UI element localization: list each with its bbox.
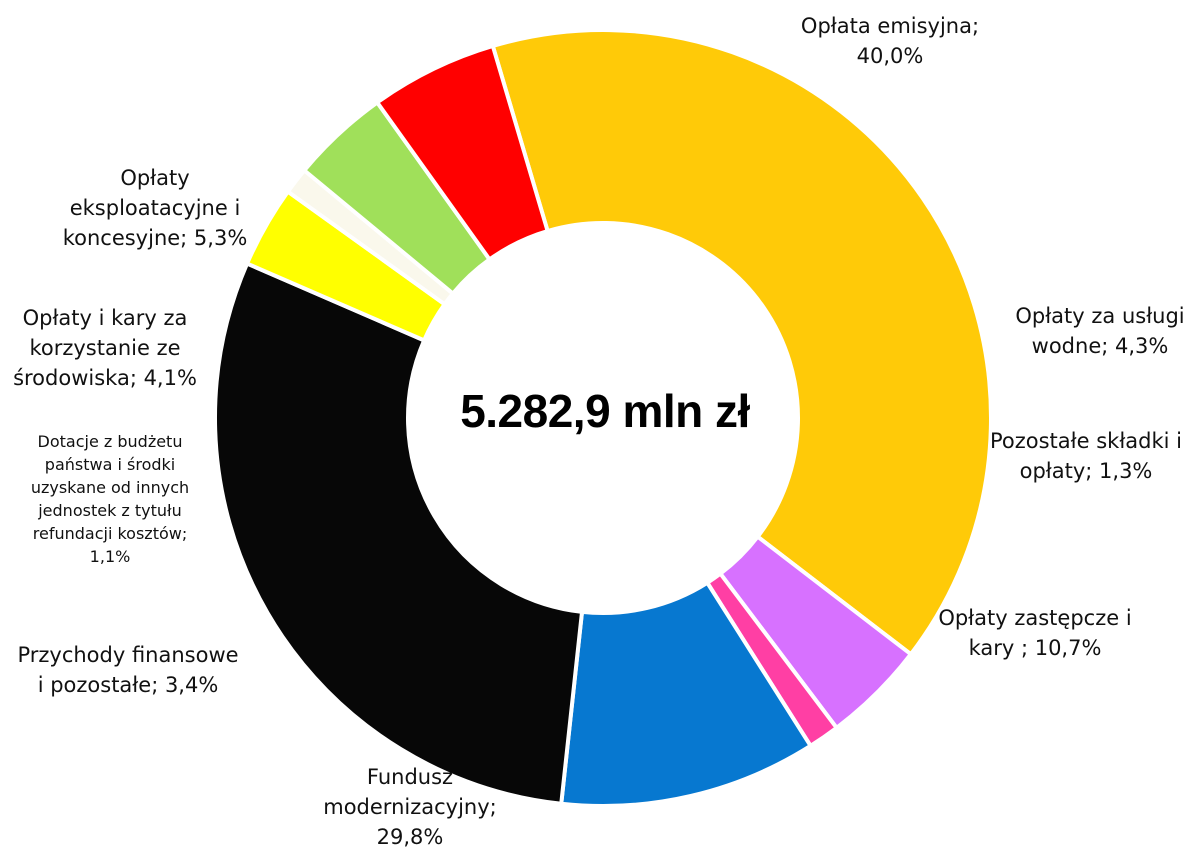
label-line: jednostek z tytułu <box>38 501 182 520</box>
label-fundusz-modernizacyjny: Fundusz modernizacyjny; 29,8% <box>310 762 510 852</box>
label-line: Opłata emisyjna; <box>800 14 980 38</box>
slice-fundusz-modernizacyjny <box>213 261 585 806</box>
label-line: 40,0% <box>856 44 924 68</box>
slice-oplaty-eksploatacyjne <box>375 43 550 262</box>
label-pozostale-skladki: Pozostałe składki i opłaty; 1,3% <box>988 426 1184 486</box>
label-line: opłaty; 1,3% <box>1019 459 1153 483</box>
slice-oplata-emisyjna <box>490 28 993 657</box>
label-line: środowiska; 4,1% <box>13 366 197 390</box>
label-line: Opłaty i kary za <box>22 306 188 330</box>
label-line: Opłaty <box>120 166 190 190</box>
label-line: 29,8% <box>376 825 444 849</box>
label-line: kary ; 10,7% <box>968 636 1102 660</box>
label-line: 1,1% <box>89 547 131 566</box>
label-line: Fundusz <box>366 765 454 789</box>
label-line: refundacji kosztów; <box>32 524 188 543</box>
label-line: koncesyjne; 5,3% <box>62 226 248 250</box>
label-line: i pozostałe; 3,4% <box>37 673 219 697</box>
label-oplaty-eksploatacyjne: Opłaty eksploatacyjne i koncesyjne; 5,3% <box>55 163 255 253</box>
label-line: państwa i środki <box>44 455 176 474</box>
label-oplaty-zastepcze: Opłaty zastępcze i kary ; 10,7% <box>925 603 1145 663</box>
label-dotacje: Dotacje z budżetu państwa i środki uzysk… <box>20 430 200 568</box>
label-oplaty-za-uslugi-wodne: Opłaty za usługi wodne; 4,3% <box>1010 301 1190 361</box>
label-line: modernizacyjny; <box>323 795 497 819</box>
center-total-label: 5.282,9 mln zł <box>460 385 750 437</box>
label-line: Przychody finansowe <box>17 643 239 667</box>
label-line: Pozostałe składki i <box>989 429 1182 453</box>
label-oplaty-i-kary-srodowisko: Opłaty i kary za korzystanie ze środowis… <box>5 303 205 393</box>
label-przychody-finansowe: Przychody finansowe i pozostałe; 3,4% <box>8 640 248 700</box>
label-line: uzyskane od innych <box>30 478 190 497</box>
label-line: eksploatacyjne i <box>69 196 241 220</box>
label-line: Dotacje z budżetu <box>37 432 183 451</box>
label-line: korzystanie ze <box>29 336 181 360</box>
label-line: Opłaty za usługi <box>1015 304 1185 328</box>
label-line: wodne; 4,3% <box>1031 334 1169 358</box>
label-line: Opłaty zastępcze i <box>938 606 1132 630</box>
label-oplata-emisyjna: Opłata emisyjna; 40,0% <box>770 11 1010 71</box>
